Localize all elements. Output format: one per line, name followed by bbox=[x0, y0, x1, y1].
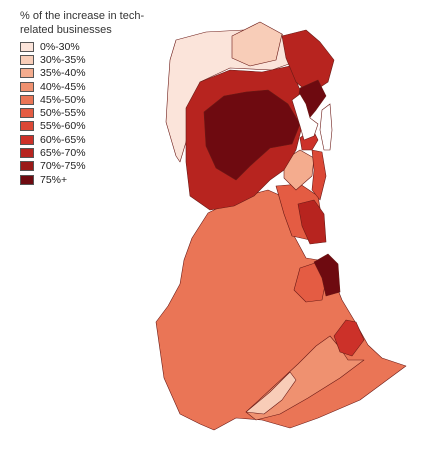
legend-item: 65%-70% bbox=[20, 146, 180, 159]
legend-swatch bbox=[20, 54, 34, 65]
region-northeast[interactable] bbox=[281, 29, 335, 95]
legend-item: 70%-75% bbox=[20, 160, 180, 173]
legend-swatch bbox=[20, 81, 34, 92]
legend-items: 0%-30% 30%-35% 35%-40% 40%-45% 45%-50% 50%-55… bbox=[20, 40, 180, 186]
bay-water-east bbox=[319, 103, 333, 151]
region-east-coast-dark[interactable] bbox=[313, 253, 341, 297]
legend-item: 40%-45% bbox=[20, 80, 180, 93]
legend-item: 55%-60% bbox=[20, 120, 180, 133]
legend-swatch bbox=[20, 121, 34, 132]
region-east-bay-light[interactable] bbox=[283, 149, 315, 191]
legend-swatch bbox=[20, 41, 34, 52]
legend-swatch bbox=[20, 68, 34, 79]
legend-title: % of the increase in tech- related busin… bbox=[20, 9, 180, 37]
legend-item: 35%-40% bbox=[20, 67, 180, 80]
map-legend: % of the increase in tech- related busin… bbox=[20, 9, 180, 186]
region-north-inland-dark[interactable] bbox=[203, 89, 301, 181]
region-south-coast-light[interactable] bbox=[245, 371, 297, 415]
legend-title-line-2: related businesses bbox=[20, 24, 112, 36]
legend-swatch bbox=[20, 174, 34, 185]
legend-label: 50%-55% bbox=[40, 107, 86, 120]
legend-label: 30%-35% bbox=[40, 53, 86, 66]
legend-label: 40%-45% bbox=[40, 80, 86, 93]
legend-item: 50%-55% bbox=[20, 106, 180, 119]
legend-item: 60%-65% bbox=[20, 133, 180, 146]
legend-label: 35%-40% bbox=[40, 67, 86, 80]
legend-swatch bbox=[20, 108, 34, 119]
region-north-tip-light[interactable] bbox=[231, 21, 283, 67]
region-east-bay-coast[interactable] bbox=[311, 149, 327, 201]
legend-title-line-1: % of the increase in tech- bbox=[20, 10, 145, 22]
legend-label: 45%-50% bbox=[40, 93, 86, 106]
legend-item: 75%+ bbox=[20, 173, 180, 186]
legend-label: 0%-30% bbox=[40, 40, 80, 53]
region-east-central-dark[interactable] bbox=[297, 199, 327, 245]
legend-label: 55%-60% bbox=[40, 120, 86, 133]
legend-swatch bbox=[20, 134, 34, 145]
legend-label: 75%+ bbox=[40, 173, 68, 186]
legend-label: 65%-70% bbox=[40, 147, 86, 160]
legend-item: 45%-50% bbox=[20, 93, 180, 106]
legend-label: 70%-75% bbox=[40, 160, 86, 173]
legend-swatch bbox=[20, 148, 34, 159]
bay-water bbox=[291, 93, 319, 141]
legend-label: 60%-65% bbox=[40, 133, 86, 146]
legend-swatch bbox=[20, 161, 34, 172]
legend-swatch bbox=[20, 94, 34, 105]
legend-item: 30%-35% bbox=[20, 53, 180, 66]
legend-item: 0%-30% bbox=[20, 40, 180, 53]
region-east-coast-lower[interactable] bbox=[333, 319, 365, 357]
